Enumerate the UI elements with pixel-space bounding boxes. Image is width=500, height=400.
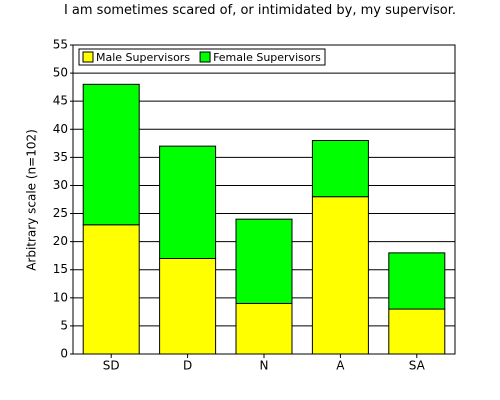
bar-segment xyxy=(159,145,217,259)
y-tick-label: 55 xyxy=(53,38,68,52)
y-tick-label: 45 xyxy=(53,94,68,108)
x-tick-label: SD xyxy=(103,359,120,373)
bar-segment xyxy=(311,196,369,355)
bar-segment xyxy=(235,218,293,304)
x-tick-label: N xyxy=(260,359,269,373)
x-tick-label: A xyxy=(336,359,345,373)
y-tick-label: 50 xyxy=(53,66,68,80)
legend-swatch xyxy=(82,51,94,63)
x-tick-label: SA xyxy=(409,359,426,373)
y-tick-label: 35 xyxy=(53,150,68,164)
x-tick-label: D xyxy=(183,359,192,373)
y-tick-label: 15 xyxy=(53,262,68,276)
y-tick-label: 30 xyxy=(53,178,68,192)
y-tick-label: 25 xyxy=(53,206,68,220)
legend-label: Male Supervisors xyxy=(96,51,190,64)
bar-segment xyxy=(311,140,369,198)
bar-segment xyxy=(82,83,140,226)
bar-segment xyxy=(388,252,446,310)
y-axis-label: Arbitrary scale (n=102) xyxy=(25,129,39,271)
y-tick-label: 0 xyxy=(60,347,68,361)
bar-segment xyxy=(82,224,140,355)
legend-label: Female Supervisors xyxy=(213,51,321,64)
y-tick-label: 40 xyxy=(53,122,68,136)
y-tick-label: 20 xyxy=(53,234,68,248)
bar-segment xyxy=(388,308,446,355)
y-tick-label: 10 xyxy=(53,290,68,304)
chart-title: I am sometimes scared of, or intimidated… xyxy=(63,3,457,18)
y-tick-label: 5 xyxy=(60,318,68,332)
bar-segment xyxy=(235,302,293,355)
legend-swatch xyxy=(199,51,211,63)
bar-segment xyxy=(159,257,217,355)
